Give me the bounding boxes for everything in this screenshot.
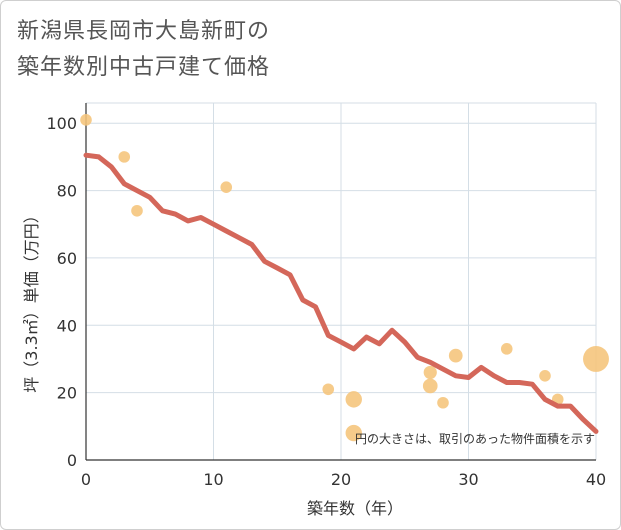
scatter-point-4 bbox=[322, 383, 335, 396]
scatter-point-12 bbox=[539, 370, 551, 382]
scatter-point-5 bbox=[345, 391, 362, 408]
x-tick-label-0: 0 bbox=[81, 470, 91, 489]
x-axis-label: 築年数（年） bbox=[307, 499, 403, 518]
scatter-point-11 bbox=[500, 343, 513, 355]
scatter-point-8 bbox=[422, 378, 438, 394]
scatter-point-0 bbox=[80, 114, 92, 126]
scatter-point-1 bbox=[118, 151, 131, 163]
x-tick-label-1: 10 bbox=[203, 470, 223, 489]
trend-line-trend bbox=[83, 152, 599, 434]
trend-line-group bbox=[83, 152, 599, 434]
y-tick-label-4: 80 bbox=[57, 182, 77, 201]
scatter-point-3 bbox=[220, 181, 233, 193]
chart-title-line2: 築年数別中古戸建て価格 bbox=[17, 55, 271, 80]
y-axis-label: 坪（3.3㎡）単価（万円） bbox=[22, 207, 41, 392]
x-tick-label-4: 40 bbox=[586, 470, 606, 489]
tick-labels: 0 20 40 60 80 100 0 10 20 30 40 bbox=[46, 114, 606, 489]
chart-title: 新潟県長岡市大島新町の 築年数別中古戸建て価格 bbox=[17, 14, 270, 86]
scatter-point-2 bbox=[131, 204, 143, 217]
scatter-points bbox=[80, 114, 609, 442]
y-tick-label-5: 100 bbox=[46, 114, 77, 133]
y-tick-label-1: 20 bbox=[57, 384, 77, 403]
scatter-point-10 bbox=[448, 348, 463, 363]
y-tick-label-0: 0 bbox=[67, 451, 77, 470]
size-note: 円の大きさは、取引のあった物件面積を示す bbox=[355, 431, 595, 446]
scatter-point-14 bbox=[583, 345, 609, 372]
scatter-point-7 bbox=[423, 365, 437, 380]
scatter-point-9 bbox=[437, 396, 449, 409]
grid bbox=[85, 102, 597, 461]
y-tick-label-3: 60 bbox=[57, 249, 77, 268]
scatter-point-6 bbox=[345, 424, 362, 442]
x-tick-label-3: 30 bbox=[458, 470, 478, 489]
y-tick-label-2: 40 bbox=[57, 316, 77, 335]
chart-title-line1: 新潟県長岡市大島新町の bbox=[17, 19, 271, 44]
x-tick-label-2: 20 bbox=[331, 470, 351, 489]
